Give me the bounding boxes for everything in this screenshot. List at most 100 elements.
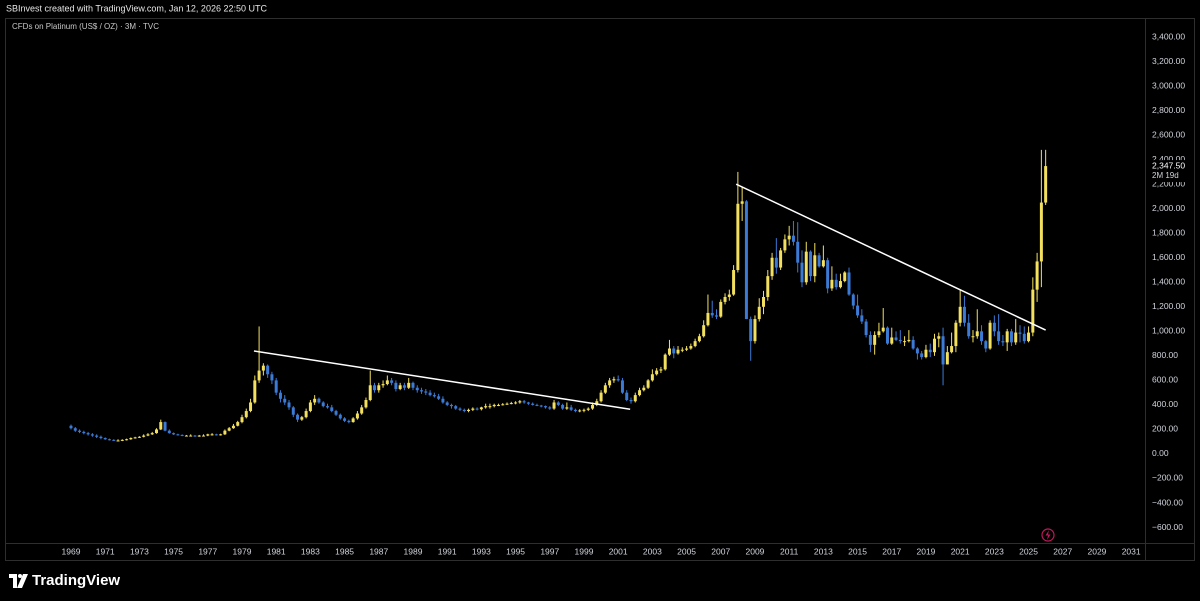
candle — [603, 382, 607, 394]
candle-body — [146, 434, 150, 436]
candle-body — [69, 425, 73, 429]
candle-body — [680, 349, 684, 351]
candle — [462, 408, 466, 413]
candle-body — [351, 418, 355, 423]
x-tick-label: 2005 — [677, 546, 696, 556]
candle-body — [133, 437, 137, 439]
candle — [518, 400, 522, 404]
candle-body — [685, 348, 689, 350]
candle-body — [1035, 261, 1039, 290]
candle — [984, 339, 988, 353]
candle — [757, 298, 761, 322]
candle — [736, 171, 740, 273]
candle — [86, 431, 90, 436]
candle-body — [458, 408, 462, 410]
candle — [304, 408, 308, 419]
trend-line — [253, 350, 631, 410]
candle-body — [360, 407, 364, 414]
candle — [868, 331, 872, 353]
candle — [813, 243, 817, 283]
candle-body — [591, 404, 595, 409]
candle-body — [501, 404, 505, 406]
candle-body — [650, 374, 654, 381]
candle-body — [159, 422, 163, 430]
candle-body — [1018, 332, 1022, 334]
candle-body — [193, 435, 197, 437]
candle-body — [402, 385, 406, 388]
candle — [398, 382, 402, 391]
candle — [1022, 326, 1026, 344]
candle-body — [347, 420, 351, 423]
candle-body — [586, 408, 590, 410]
candle — [997, 314, 1001, 345]
candle — [556, 401, 560, 407]
x-tick-label: 1975 — [164, 546, 183, 556]
y-tick-label: 2,800.00 — [1152, 105, 1185, 115]
candle-body — [86, 433, 90, 435]
candle — [308, 400, 312, 413]
candle — [364, 397, 368, 409]
candle-body — [167, 430, 171, 434]
candle-body — [817, 255, 821, 267]
candle-body — [112, 439, 116, 441]
candle-body — [522, 401, 526, 403]
y-tick-label: −200.00 — [1152, 473, 1183, 483]
candle-body — [137, 436, 141, 438]
candle-body — [441, 398, 445, 403]
candle-body — [945, 352, 949, 365]
candle-body — [954, 322, 958, 347]
candle — [325, 403, 329, 409]
candle — [561, 403, 565, 410]
candle-body — [531, 403, 535, 405]
candle-body — [753, 319, 757, 342]
candle-body — [180, 434, 184, 436]
candle — [526, 401, 530, 405]
candle-body — [231, 425, 235, 429]
candle — [509, 401, 513, 405]
candle — [1044, 149, 1048, 206]
candle — [894, 331, 898, 342]
candle-body — [740, 201, 744, 204]
candle — [223, 429, 227, 435]
candle — [501, 403, 505, 406]
candle-body — [1044, 166, 1048, 203]
candle-body — [877, 331, 881, 336]
candle-body — [612, 379, 616, 381]
candle-body — [834, 279, 838, 288]
candle — [924, 344, 928, 359]
candle — [903, 336, 907, 347]
candle-body — [885, 327, 889, 344]
candle-body — [561, 404, 565, 409]
x-tick-label: 2015 — [848, 546, 867, 556]
candle-body — [719, 301, 723, 317]
x-tick-label: 1983 — [301, 546, 320, 556]
candle-body — [505, 403, 509, 405]
candle-body — [73, 428, 77, 431]
x-tick-label: 1995 — [506, 546, 525, 556]
candle — [270, 371, 274, 385]
candle-body — [903, 341, 907, 343]
candle-body — [325, 406, 329, 408]
candle-body — [847, 272, 851, 295]
candle-body — [787, 235, 791, 240]
candle-body — [548, 407, 552, 409]
x-tick-label: 2011 — [780, 546, 799, 556]
candle-body — [368, 385, 372, 401]
candle — [723, 293, 727, 305]
candle — [907, 330, 911, 343]
x-tick-label: 2025 — [1019, 546, 1038, 556]
countdown-label: 2M 19d — [1152, 171, 1179, 180]
candle-body — [184, 435, 188, 437]
candle — [360, 404, 364, 415]
candle — [278, 390, 282, 403]
candle-body — [539, 405, 543, 407]
candle — [800, 250, 804, 288]
candle — [338, 413, 342, 420]
candle-body — [706, 312, 710, 326]
candle — [954, 320, 958, 353]
candle-body — [873, 335, 877, 345]
candle — [693, 338, 697, 348]
candle-body — [381, 384, 385, 386]
candle — [933, 333, 937, 356]
